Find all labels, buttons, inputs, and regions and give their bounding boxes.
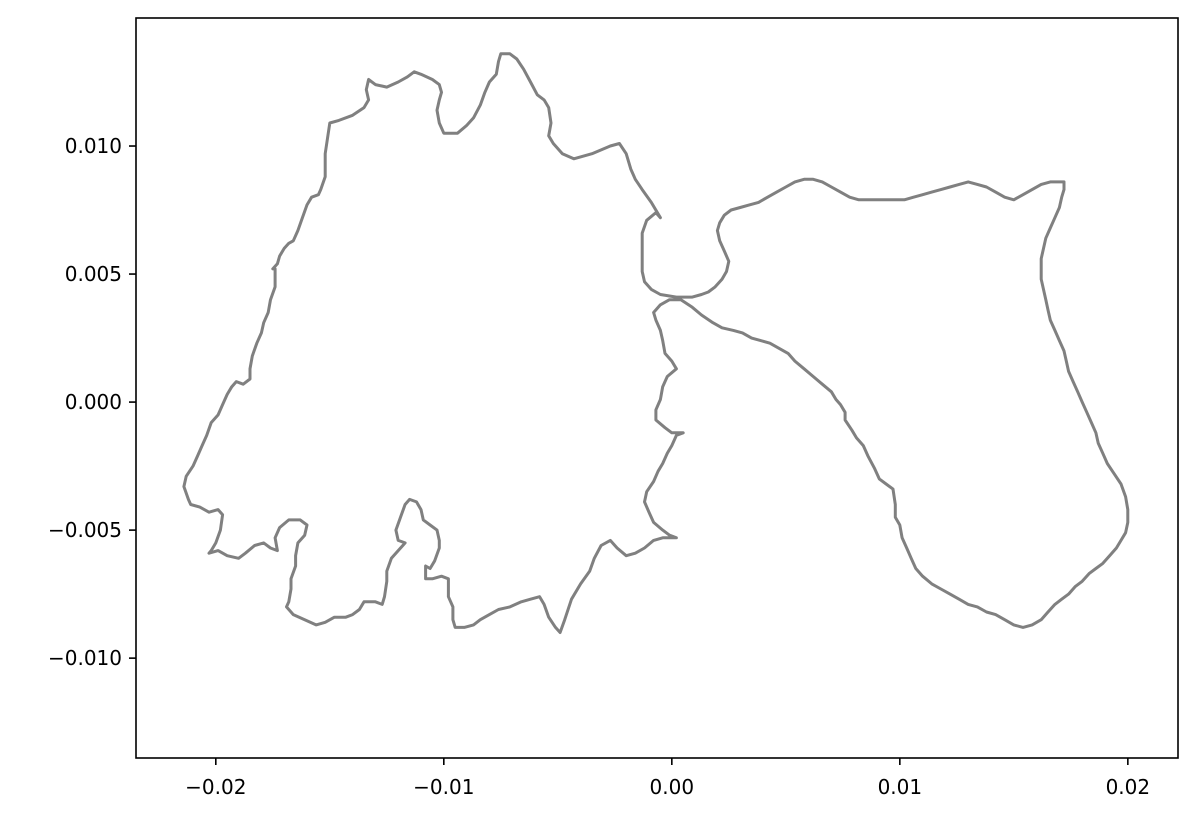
axes: −0.02 −0.01 0.00 0.01 0.02 −0.010 −0.005 0.000 0… (48, 17, 1179, 799)
x-tick-label: −0.01 (413, 775, 474, 799)
y-tick-label: 0.005 (65, 262, 122, 286)
plot-area (182, 52, 1130, 634)
y-tick-label: −0.005 (48, 518, 122, 542)
x-tick-label: 0.00 (650, 775, 695, 799)
axes-frame (135, 17, 1179, 759)
x-tick-label: −0.02 (185, 775, 246, 799)
y-tick-label: 0.000 (65, 390, 122, 414)
y-tick-label: 0.010 (65, 134, 122, 158)
x-tick-label: 0.01 (878, 775, 923, 799)
y-tick-label: −0.010 (48, 646, 122, 670)
series-line-0 (182, 52, 1130, 634)
x-tick-label: 0.02 (1106, 775, 1151, 799)
